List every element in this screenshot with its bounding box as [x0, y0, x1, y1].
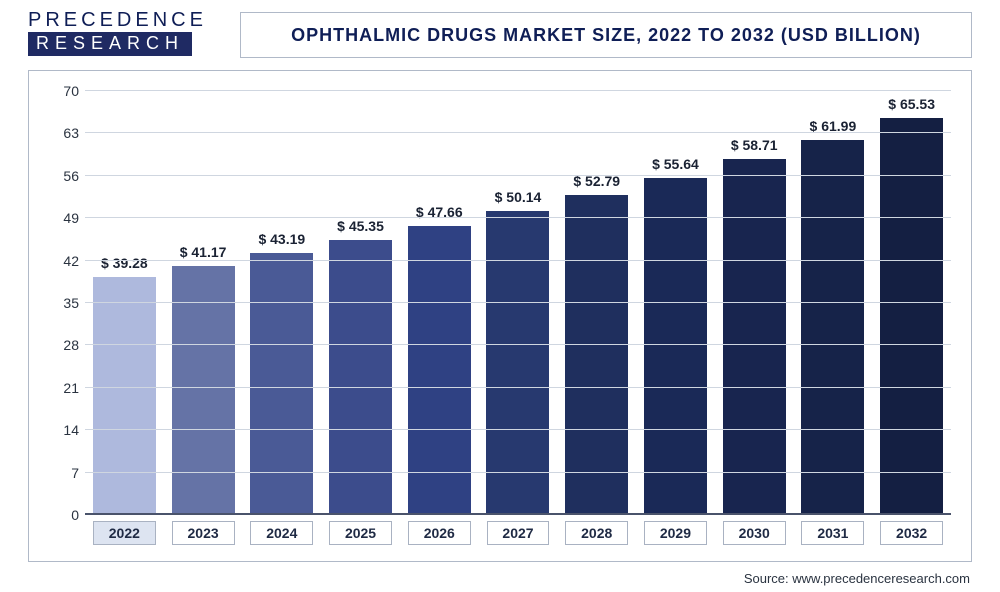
y-tick-label: 49 [41, 210, 79, 226]
gridline [85, 175, 951, 176]
chart-area: $ 39.28$ 41.17$ 43.19$ 45.35$ 47.66$ 50.… [28, 70, 972, 562]
bar-slot: $ 58.71 [715, 91, 794, 515]
x-category-label: 2032 [880, 521, 943, 545]
bar-slot: $ 45.35 [321, 91, 400, 515]
gridline [85, 217, 951, 218]
x-category-label: 2023 [172, 521, 235, 545]
y-tick-label: 70 [41, 83, 79, 99]
bar [250, 253, 313, 515]
x-category-label: 2025 [329, 521, 392, 545]
bar-slot: $ 52.79 [557, 91, 636, 515]
gridline [85, 302, 951, 303]
y-tick-label: 42 [41, 253, 79, 269]
bar [93, 277, 156, 515]
bar-slot: $ 65.53 [872, 91, 951, 515]
x-category-label: 2027 [487, 521, 550, 545]
bar [172, 266, 235, 515]
gridline [85, 387, 951, 388]
bar [801, 140, 864, 515]
logo-line1: PRECEDENCE [28, 10, 207, 30]
x-category-label: 2031 [801, 521, 864, 545]
y-tick-label: 0 [41, 507, 79, 523]
source-credit: Source: www.precedenceresearch.com [744, 571, 970, 586]
bar-slot: $ 39.28 [85, 91, 164, 515]
gridline [85, 90, 951, 91]
gridline [85, 344, 951, 345]
y-tick-label: 7 [41, 465, 79, 481]
brand-logo: PRECEDENCE RESEARCH [28, 10, 207, 56]
gridline [85, 429, 951, 430]
bar-slot: $ 47.66 [400, 91, 479, 515]
bar [723, 159, 786, 515]
x-category-label: 2030 [723, 521, 786, 545]
bar [329, 240, 392, 515]
x-axis-labels: 2022 2023 2024 2025 2026 2027 2028 2029 2030 2031… [85, 521, 951, 551]
bar-slot: $ 55.64 [636, 91, 715, 515]
bar-slot: $ 50.14 [479, 91, 558, 515]
bar-slot: $ 41.17 [164, 91, 243, 515]
chart-title: OPHTHALMIC DRUGS MARKET SIZE, 2022 TO 20… [291, 25, 921, 46]
x-category-label: 2029 [644, 521, 707, 545]
bar [880, 118, 943, 515]
chart-title-bar: OPHTHALMIC DRUGS MARKET SIZE, 2022 TO 20… [240, 12, 972, 58]
gridline [85, 260, 951, 261]
logo-line2-wrap: RESEARCH [28, 32, 192, 56]
y-tick-label: 63 [41, 125, 79, 141]
logo-line2: RESEARCH [36, 33, 184, 53]
x-category-label: 2022 [93, 521, 156, 545]
x-category-label: 2026 [408, 521, 471, 545]
bar [565, 195, 628, 515]
gridline [85, 472, 951, 473]
plot-region: $ 39.28$ 41.17$ 43.19$ 45.35$ 47.66$ 50.… [85, 91, 951, 515]
bars-row: $ 39.28$ 41.17$ 43.19$ 45.35$ 47.66$ 50.… [85, 91, 951, 515]
y-tick-label: 14 [41, 422, 79, 438]
gridline [85, 513, 951, 515]
bar [486, 211, 549, 515]
y-tick-label: 21 [41, 380, 79, 396]
bar-slot: $ 61.99 [794, 91, 873, 515]
y-tick-label: 28 [41, 337, 79, 353]
bar-slot: $ 43.19 [242, 91, 321, 515]
y-tick-label: 35 [41, 295, 79, 311]
x-category-label: 2024 [250, 521, 313, 545]
y-tick-label: 56 [41, 168, 79, 184]
bar [644, 178, 707, 515]
gridline [85, 132, 951, 133]
x-category-label: 2028 [565, 521, 628, 545]
bar-value-label: $ 65.53 [857, 96, 967, 112]
